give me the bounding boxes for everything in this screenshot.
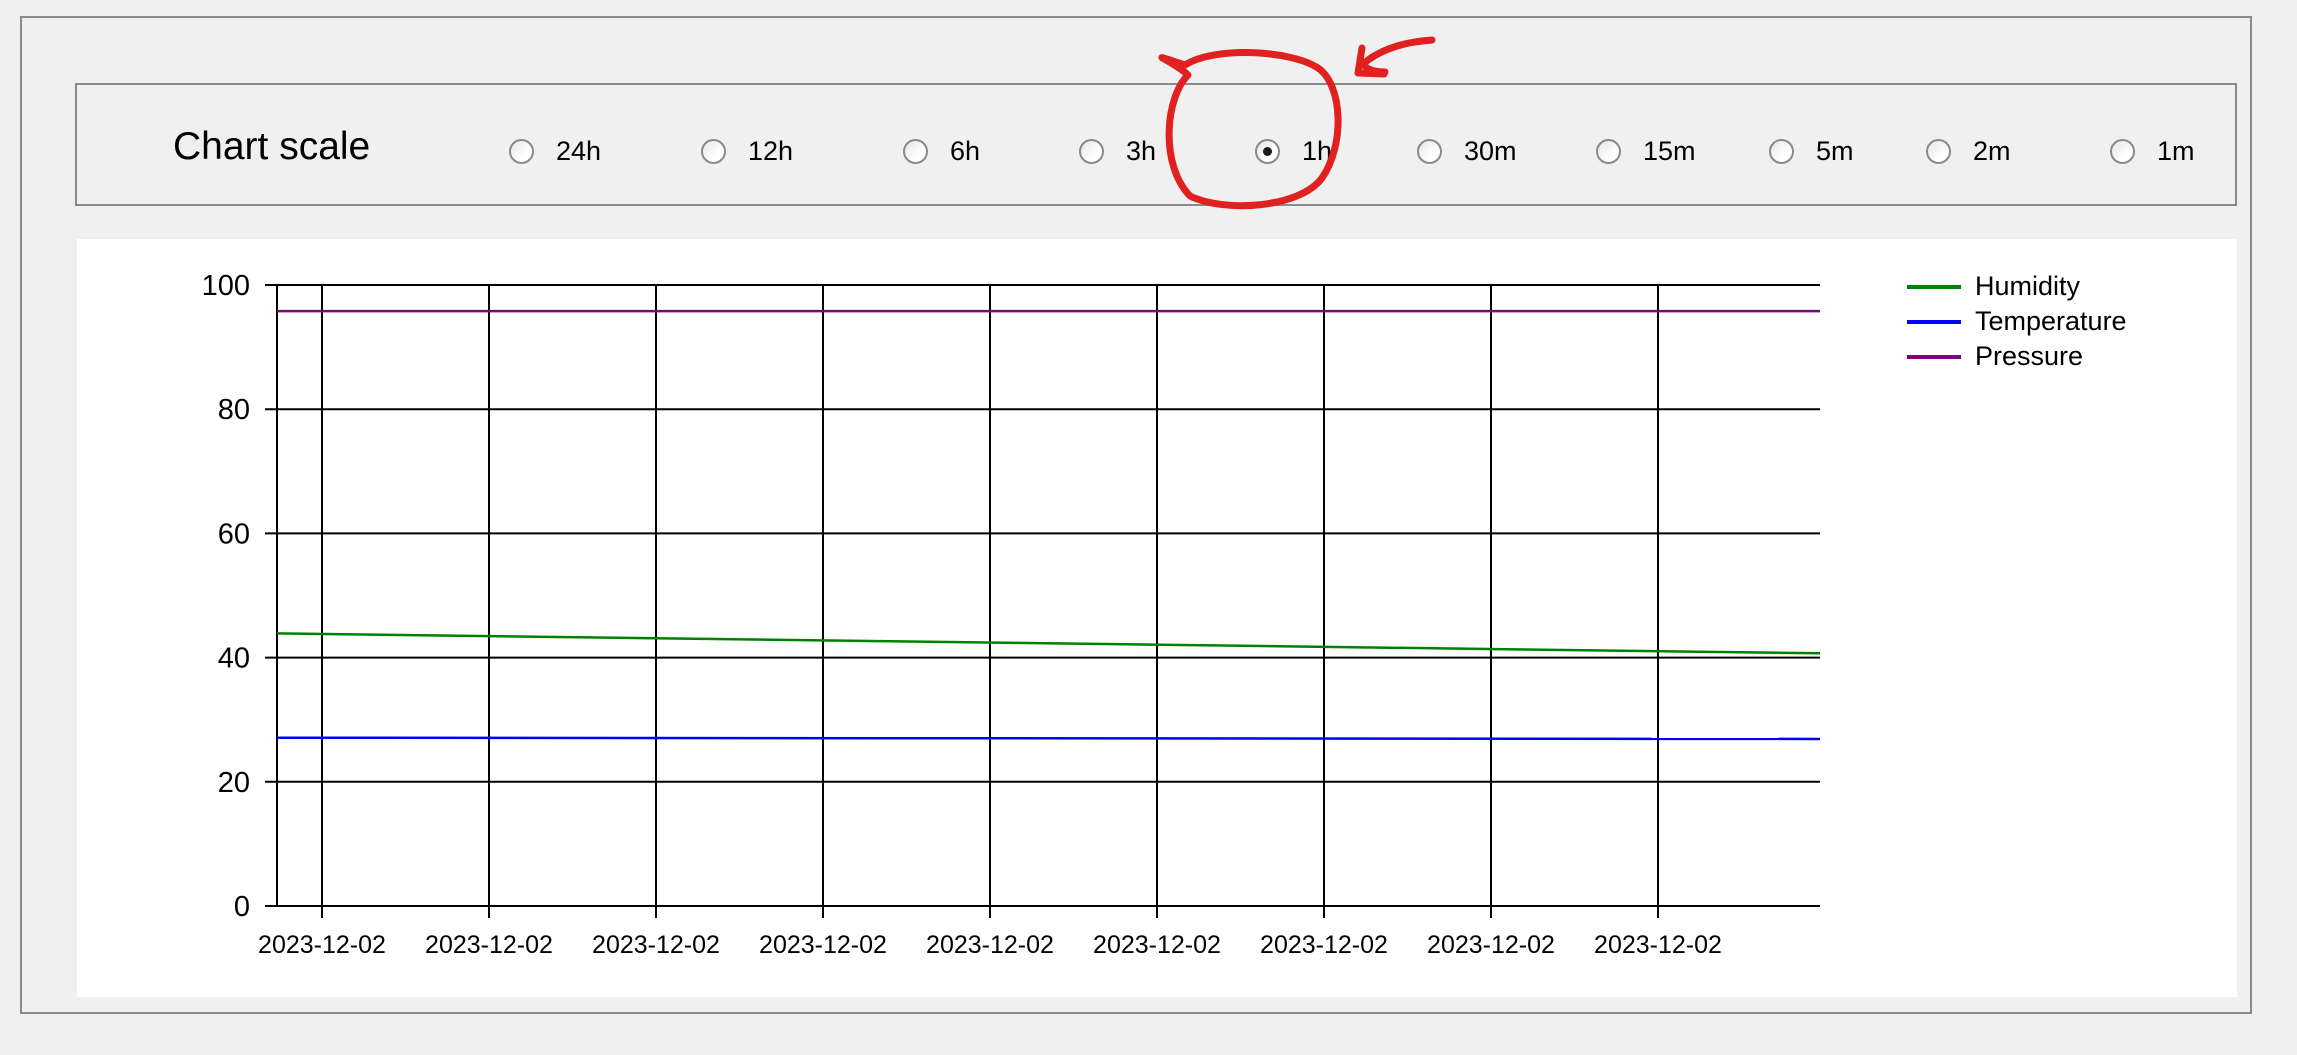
scale-option-label: 24h (556, 136, 602, 166)
radio-button-icon[interactable] (903, 138, 928, 164)
legend-label-temperature: Temperature (1975, 306, 2127, 336)
scale-option-label: 6h (950, 136, 981, 166)
scale-option-24h[interactable]: 24h (509, 133, 601, 169)
x-tick-label: 2023-12-02 (1594, 931, 1722, 959)
radio-button-icon[interactable] (1079, 138, 1104, 164)
radio-button-icon[interactable] (1596, 138, 1621, 164)
y-tick-label: 20 (218, 767, 250, 799)
scale-option-2m[interactable]: 2m (1926, 133, 2011, 169)
scale-option-5m[interactable]: 5m (1769, 133, 1854, 169)
series-line-temperature (276, 736, 1821, 741)
radio-button-icon[interactable] (1769, 138, 1794, 164)
scale-option-1h[interactable]: 1h (1255, 133, 1332, 169)
scale-option-label: 3h (1126, 136, 1157, 166)
x-tick-label: 2023-12-02 (926, 931, 1054, 959)
x-tick-label: 2023-12-02 (592, 931, 720, 959)
legend-swatch-pressure (1907, 354, 1961, 359)
scale-option-15m[interactable]: 15m (1596, 133, 1696, 169)
chart-legend: Humidity Temperature Pressure (1907, 269, 2127, 374)
series-line-humidity (276, 632, 1821, 655)
scale-option-label: 5m (1816, 136, 1854, 166)
scale-option-12h[interactable]: 12h (701, 133, 793, 169)
radio-button-icon[interactable] (1417, 138, 1442, 164)
x-tick-label: 2023-12-02 (1427, 931, 1555, 959)
y-tick-label: 60 (218, 518, 250, 550)
radio-button-icon[interactable] (1926, 138, 1951, 164)
scale-option-label: 30m (1464, 136, 1517, 166)
legend-label-pressure: Pressure (1975, 341, 2084, 371)
scale-option-6h[interactable]: 6h (903, 133, 980, 169)
scale-option-label: 1m (2157, 136, 2195, 166)
scale-option-1m[interactable]: 1m (2110, 133, 2195, 169)
legend-label-humidity: Humidity (1975, 271, 2081, 301)
main-window-panel: Chart scale 24h 12h 6h 3h 1h 30m 15m (20, 16, 2252, 1014)
x-tick-label: 2023-12-02 (1093, 931, 1221, 959)
x-tick-label: 2023-12-02 (1260, 931, 1388, 959)
radio-button-icon[interactable] (509, 138, 534, 164)
scale-option-3h[interactable]: 3h (1079, 133, 1156, 169)
legend-item-temperature: Temperature (1907, 304, 2127, 339)
y-tick-label: 80 (218, 394, 250, 426)
radio-button-icon[interactable] (701, 138, 726, 164)
x-tick-label: 2023-12-02 (258, 931, 386, 959)
radio-button-icon[interactable] (2110, 138, 2135, 164)
chart-area: 0 20 40 60 80 100 2023-12-02 2023-12-02 2023-12-… (77, 239, 2237, 997)
legend-item-pressure: Pressure (1907, 339, 2127, 374)
line-chart: 0 20 40 60 80 100 2023-12-02 2023-12-02 2023-12-… (202, 270, 1821, 959)
legend-swatch-temperature (1907, 319, 1961, 324)
chart-scale-group: Chart scale 24h 12h 6h 3h 1h 30m 15m (75, 83, 2237, 206)
chart-scale-title: Chart scale (173, 125, 371, 168)
radio-button-checked-icon[interactable] (1255, 138, 1280, 164)
y-tick-label: 100 (202, 270, 250, 302)
legend-item-humidity: Humidity (1907, 269, 2127, 304)
y-tick-label: 0 (234, 891, 250, 923)
scale-option-label: 1h (1302, 136, 1333, 166)
legend-swatch-humidity (1907, 284, 1961, 289)
x-tick-label: 2023-12-02 (759, 931, 887, 959)
y-tick-label: 40 (218, 643, 250, 675)
scale-option-label: 2m (1973, 136, 2011, 166)
scale-option-label: 15m (1643, 136, 1696, 166)
x-tick-label: 2023-12-02 (425, 931, 553, 959)
scale-option-label: 12h (748, 136, 794, 166)
scale-option-30m[interactable]: 30m (1417, 133, 1517, 169)
